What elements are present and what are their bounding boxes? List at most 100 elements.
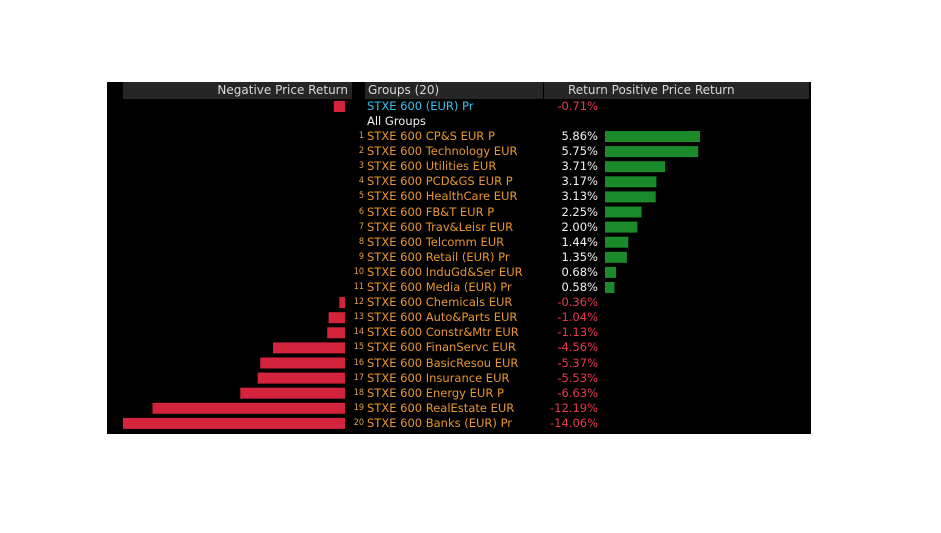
return-bar	[605, 266, 616, 278]
return-bar	[123, 417, 345, 429]
return-bar	[328, 312, 345, 324]
return-bar	[327, 327, 345, 339]
table-row[interactable]: 15 STXE 600 FinanServc EUR -4.56%	[107, 340, 811, 355]
return-value: 2.00%	[561, 219, 598, 234]
rank-label: 5	[358, 191, 364, 202]
table-row[interactable]: 16 STXE 600 BasicResou EUR -5.37%	[107, 356, 811, 371]
group-name: STXE 600 Media (EUR) Pr	[367, 280, 512, 294]
group-name: STXE 600 Chemicals EUR	[367, 295, 513, 310]
group-name: STXE 600 CP&S EUR P	[367, 129, 495, 143]
rank-label: 12	[353, 297, 364, 308]
rank-label: 18	[353, 387, 364, 398]
table-row[interactable]: 2 STXE 600 Technology EUR 5.75%	[107, 144, 811, 159]
return-value: -5.37%	[557, 355, 598, 370]
return-value: -5.53%	[557, 370, 598, 385]
return-value: -0.36%	[557, 295, 598, 310]
table-row[interactable]: 18 STXE 600 Energy EUR P -6.63%	[107, 386, 811, 401]
table-row[interactable]: 4 STXE 600 PCD&GS EUR P 3.17%	[107, 174, 811, 189]
all-groups-label: All Groups	[367, 114, 426, 128]
rank-label: 19	[353, 402, 364, 413]
table-row[interactable]: 13 STXE 600 Auto&Parts EUR -1.04%	[107, 310, 811, 325]
group-name: STXE 600 RealEstate EUR	[367, 400, 515, 415]
group-name: STXE 600 Utilities EUR	[367, 159, 497, 174]
return-value: 3.13%	[561, 189, 598, 204]
table-row[interactable]: 12 STXE 600 Chemicals EUR -0.36%	[107, 295, 811, 310]
table-row[interactable]: 5 STXE 600 HealthCare EUR 3.13%	[107, 189, 811, 204]
group-name: STXE 600 Energy EUR P	[367, 385, 504, 400]
group-name: STXE 600 Retail (EUR) Pr	[367, 249, 510, 264]
rank-label: 3	[358, 161, 364, 172]
negative-return-header-label: Negative Price Return	[217, 83, 348, 97]
return-bar	[605, 206, 642, 218]
group-name: STXE 600 Telcomm EUR	[367, 234, 505, 249]
group-name: STXE 600 Constr&Mtr EUR	[367, 325, 519, 340]
table-row[interactable]: 19 STXE 600 RealEstate EUR -12.19%	[107, 401, 811, 416]
return-value: -4.56%	[557, 340, 598, 355]
group-name: STXE 600 PCD&GS EUR P	[367, 174, 513, 189]
group-name: STXE 600 FinanServc EUR	[367, 340, 516, 355]
rank-label: 14	[353, 327, 364, 338]
group-name: STXE 600 FB&T EUR P	[367, 204, 495, 219]
rank-label: 15	[353, 342, 364, 353]
return-value: 2.25%	[561, 204, 598, 219]
rank-label: 20	[353, 417, 364, 428]
table-row[interactable]: 14 STXE 600 Constr&Mtr EUR -1.13%	[107, 325, 811, 340]
table-row[interactable]: 1 STXE 600 CP&S EUR P 5.86%	[107, 129, 811, 144]
return-header[interactable]: Return Positive Price Return	[544, 82, 809, 99]
table-row[interactable]: 8 STXE 600 Telcomm EUR 1.44%	[107, 235, 811, 250]
return-value: -6.63%	[557, 385, 598, 400]
table-row[interactable]: 11 STXE 600 Media (EUR) Pr 0.58%	[107, 280, 811, 295]
rank-label: 11	[353, 282, 364, 292]
table-row[interactable]: 10 STXE 600 InduGd&Ser EUR 0.68%	[107, 265, 811, 280]
return-bar	[605, 176, 657, 188]
rank-label: 17	[353, 372, 364, 383]
group-name: STXE 600 InduGd&Ser EUR	[367, 264, 523, 279]
table-row[interactable]: 17 STXE 600 Insurance EUR -5.53%	[107, 371, 811, 386]
return-value: 5.86%	[561, 129, 598, 143]
return-value: 3.71%	[561, 159, 598, 174]
table-row[interactable]: 3 STXE 600 Utilities EUR 3.71%	[107, 159, 811, 174]
group-name: STXE 600 Banks (EUR) Pr	[367, 415, 513, 430]
table-row[interactable]: 6 STXE 600 FB&T EUR P 2.25%	[107, 205, 811, 220]
return-value: 5.75%	[561, 144, 598, 159]
return-value: -12.19%	[550, 400, 598, 415]
rank-label: 6	[358, 206, 364, 217]
return-value: 0.58%	[561, 280, 598, 294]
return-bar	[260, 357, 345, 369]
index-row[interactable]: STXE 600 (EUR) Pr -0.71%	[107, 99, 811, 114]
return-bar	[257, 372, 345, 384]
rank-label: 7	[358, 221, 364, 232]
negative-return-header: Negative Price Return	[123, 82, 352, 99]
return-bar	[605, 146, 699, 158]
return-bar	[240, 387, 345, 399]
rank-label: 1	[358, 131, 364, 141]
groups-header[interactable]: Groups (20)	[365, 82, 543, 99]
rank-label: 4	[358, 176, 364, 187]
return-value: 0.68%	[561, 264, 598, 279]
return-bar	[605, 251, 627, 263]
group-name: STXE 600 Insurance EUR	[367, 370, 510, 385]
return-value: 3.17%	[561, 174, 598, 189]
return-bar	[339, 297, 345, 309]
return-value: 1.44%	[561, 234, 598, 249]
return-bar	[605, 282, 615, 293]
bar-layer	[123, 101, 700, 429]
return-bar	[605, 221, 638, 233]
group-name: STXE 600 Technology EUR	[367, 144, 518, 159]
table-row[interactable]: 7 STXE 600 Trav&Leisr EUR 2.00%	[107, 220, 811, 235]
rank-label: 13	[353, 312, 364, 323]
table-row[interactable]: 20 STXE 600 Banks (EUR) Pr -14.06%	[107, 416, 811, 431]
return-value: -14.06%	[550, 415, 598, 430]
return-bar	[605, 191, 656, 203]
index-bar	[333, 101, 345, 112]
all-groups-row[interactable]: All Groups	[107, 114, 811, 129]
rank-label: 8	[358, 236, 364, 247]
table-row[interactable]: 9 STXE 600 Retail (EUR) Pr 1.35%	[107, 250, 811, 265]
return-value: -1.13%	[557, 325, 598, 340]
return-header-label: Return	[568, 83, 608, 97]
return-bar	[605, 236, 629, 248]
index-value: -0.71%	[557, 99, 598, 113]
return-bar	[605, 161, 666, 173]
rank-label: 2	[358, 146, 364, 157]
rank-label: 16	[353, 357, 364, 368]
